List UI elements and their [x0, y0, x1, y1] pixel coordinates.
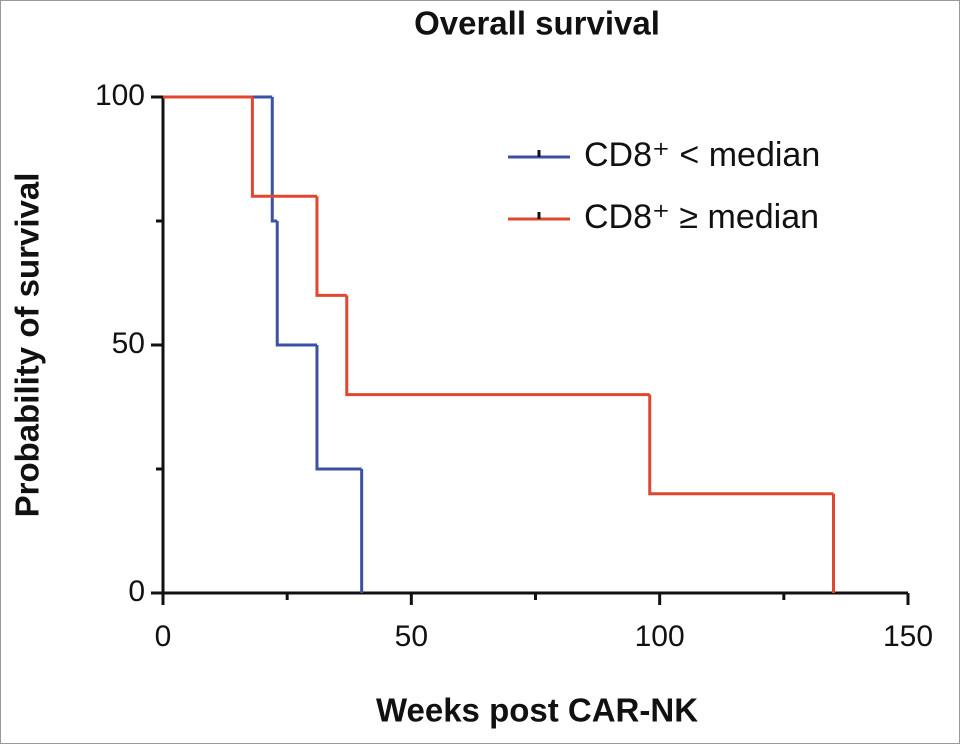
- survival-step: [315, 345, 362, 471]
- chart-title: Overall survival: [414, 5, 660, 42]
- legend-label: CD8⁺ < median: [584, 136, 820, 174]
- x-tick-label: 50: [395, 620, 428, 653]
- x-tick-label: 100: [635, 620, 685, 653]
- survival-step: [250, 97, 317, 198]
- x-tick-label: 150: [883, 620, 933, 653]
- legend-label: CD8⁺ ≥ median: [584, 198, 819, 236]
- survival-step: [345, 295, 650, 397]
- survival-step: [270, 97, 278, 223]
- y-tick-label: 0: [128, 575, 145, 608]
- survival-step: [315, 196, 347, 297]
- x-axis-label: Weeks post CAR-NK: [376, 692, 698, 729]
- y-tick-label: 100: [95, 79, 145, 112]
- x-tick-label: 0: [155, 620, 172, 653]
- survival-step: [275, 221, 317, 347]
- y-tick-label: 50: [112, 327, 145, 360]
- y-axis-label: Probability of survival: [9, 173, 46, 518]
- survival-step: [648, 394, 834, 496]
